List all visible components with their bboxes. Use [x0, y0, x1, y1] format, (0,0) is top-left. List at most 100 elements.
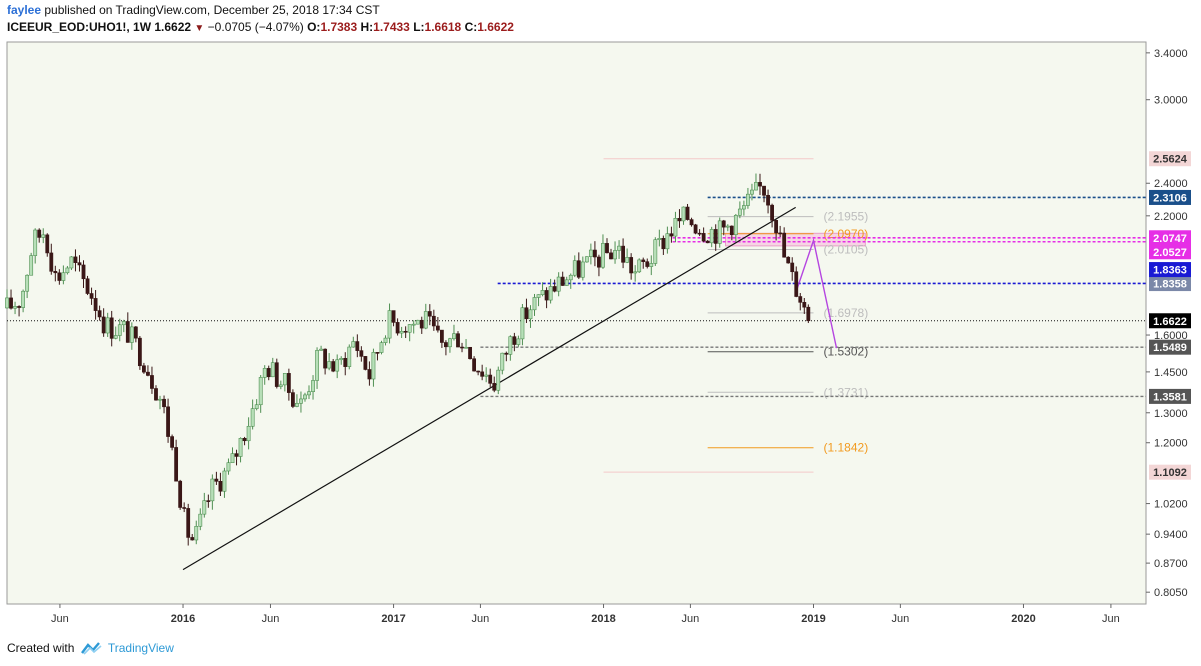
- uptrend-line: [182, 206, 796, 571]
- plot-area[interactable]: [7, 42, 1146, 604]
- fib-level-label: (1.5302): [824, 345, 869, 359]
- candle-body: [327, 361, 332, 369]
- candle-body: [9, 297, 13, 309]
- candle-body: [121, 321, 126, 326]
- candle-body: [790, 262, 795, 273]
- x-tick-label: Jun: [891, 613, 909, 625]
- candle-body: [125, 321, 130, 343]
- candle-body: [597, 256, 601, 268]
- candle-body: [512, 336, 517, 345]
- candle-body: [355, 341, 360, 351]
- price-label: 1.8358: [1149, 276, 1191, 292]
- candle-body: [286, 373, 291, 393]
- candle-body: [194, 526, 199, 541]
- time-axis[interactable]: Jun 2016 Jun 2017 Jun 2018 Jun 2019 Jun 2020 Jun: [51, 604, 1120, 625]
- fib-level-label: (2.1955): [824, 210, 869, 224]
- candle-body: [709, 229, 714, 244]
- publisher-username[interactable]: faylee: [7, 3, 42, 17]
- y-tick-label: 0.8700: [1154, 558, 1188, 570]
- candle-body: [174, 447, 179, 482]
- candle-body: [572, 260, 577, 276]
- candle-body: [81, 264, 86, 280]
- candle-body: [750, 189, 754, 195]
- candle-body: [411, 323, 416, 326]
- candle-body: [520, 307, 525, 340]
- price-label-text: 1.3581: [1153, 391, 1187, 403]
- price-label-text: 2.3106: [1153, 192, 1187, 204]
- price-label-box: [1149, 151, 1191, 167]
- candle-body: [186, 508, 191, 538]
- candle-body: [258, 377, 263, 406]
- y-tick-label: 1.4500: [1154, 367, 1188, 379]
- candle-body: [49, 252, 54, 272]
- resistance-zone: [725, 232, 866, 247]
- candle-body: [605, 243, 609, 254]
- fib-level-label: (1.1842): [824, 441, 869, 455]
- candle-body: [669, 233, 674, 237]
- candle-body: [230, 453, 235, 464]
- candle-body: [721, 220, 726, 228]
- price-label-box: [1149, 464, 1191, 480]
- candle-body: [403, 330, 408, 333]
- timeframe-label: 1W: [133, 20, 152, 34]
- candle-body: [484, 374, 489, 377]
- open-value: 1.7383: [320, 20, 358, 34]
- candle-body: [387, 310, 392, 339]
- candle-body: [158, 398, 162, 401]
- candle-body: [661, 238, 666, 250]
- candle-body: [737, 208, 742, 216]
- published-text: published on TradingView.com, December 2…: [44, 3, 380, 17]
- candle-body: [733, 215, 738, 236]
- price-label: 2.0527: [1149, 244, 1191, 260]
- fib-extension-levels: (2.1955) (2.0970) (2.0105) (1.6978) (1.5302)…: [603, 158, 869, 473]
- candle-body: [170, 436, 174, 448]
- candle-body: [33, 229, 38, 256]
- candle-body: [319, 348, 323, 351]
- candle-body: [137, 337, 142, 367]
- candle-body: [556, 276, 561, 292]
- price-label: 2.5624: [1149, 151, 1191, 167]
- candle-body: [315, 350, 319, 381]
- candle-body: [766, 194, 770, 206]
- candle-body: [190, 537, 195, 541]
- price-label-box: [1149, 230, 1191, 246]
- candle-body: [786, 256, 791, 264]
- price-label: 1.5489: [1149, 339, 1191, 355]
- price-label-text: 2.5624: [1153, 154, 1188, 166]
- candle-body: [73, 256, 78, 263]
- candle-body: [45, 234, 50, 254]
- candle-body: [741, 205, 746, 210]
- close-label: C:: [464, 20, 478, 34]
- candle-body: [61, 272, 66, 281]
- candle-body: [133, 326, 138, 339]
- x-tick-label: 2018: [591, 613, 615, 625]
- candle-body: [480, 371, 485, 377]
- x-tick-label: Jun: [472, 613, 490, 625]
- y-tick-label: 1.0200: [1154, 499, 1188, 511]
- candle-body: [246, 425, 251, 442]
- candle-body: [729, 225, 734, 236]
- candle-body: [391, 310, 396, 323]
- price-label-box: [1149, 313, 1191, 329]
- candle-body: [37, 229, 42, 238]
- price-label: 1.3581: [1149, 388, 1191, 404]
- candle-body: [456, 333, 460, 348]
- candle-body: [363, 356, 368, 370]
- candle-series: [5, 173, 811, 546]
- y-tick-label: 2.2000: [1154, 211, 1188, 223]
- x-tick-label: 2019: [801, 613, 825, 625]
- candle-body: [508, 336, 513, 355]
- price-axis[interactable]: 3.4000 3.0000 2.4000 2.2000 1.6000 1.4500 1.30…: [1146, 48, 1188, 599]
- tradingview-brand-link[interactable]: TradingView: [107, 641, 174, 655]
- candle-body: [93, 298, 98, 311]
- candle-body: [778, 232, 783, 235]
- candle-body: [802, 302, 807, 308]
- symbol-name[interactable]: ICEEUR_EOD:UHO1!: [7, 20, 127, 34]
- candle-body: [17, 306, 21, 308]
- candle-body: [460, 346, 464, 349]
- candle-body: [725, 225, 730, 228]
- candle-body: [77, 262, 82, 266]
- fib-level-label: (2.0970): [824, 227, 869, 241]
- created-with-text: Created with: [7, 641, 75, 655]
